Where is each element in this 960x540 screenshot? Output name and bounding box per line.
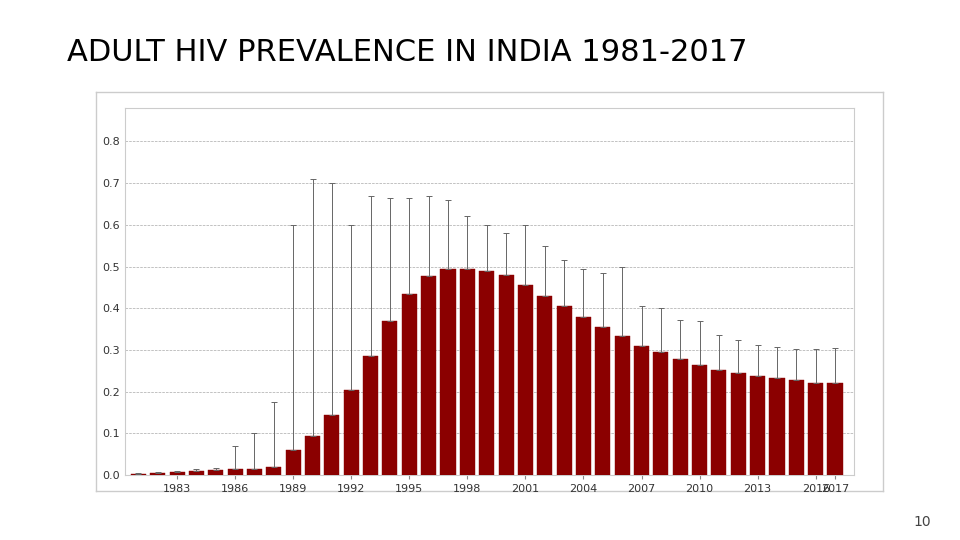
Bar: [538, 296, 552, 475]
Bar: [557, 306, 571, 475]
Bar: [517, 285, 533, 475]
Bar: [614, 336, 630, 475]
Text: 10: 10: [914, 515, 931, 529]
Bar: [634, 346, 649, 475]
Bar: [324, 415, 340, 475]
Bar: [382, 321, 397, 475]
Bar: [208, 470, 224, 475]
Bar: [460, 268, 475, 475]
Bar: [247, 469, 262, 475]
Bar: [595, 327, 611, 475]
Bar: [673, 359, 687, 475]
Bar: [170, 472, 184, 475]
Bar: [731, 373, 746, 475]
Text: ADULT HIV PREVALENCE IN INDIA 1981-2017: ADULT HIV PREVALENCE IN INDIA 1981-2017: [67, 38, 748, 67]
Bar: [692, 364, 708, 475]
Bar: [228, 469, 243, 475]
Bar: [576, 316, 591, 475]
Bar: [421, 276, 436, 475]
Bar: [266, 467, 281, 475]
Bar: [770, 379, 784, 475]
Bar: [305, 436, 320, 475]
Bar: [401, 294, 417, 475]
Bar: [789, 380, 804, 475]
Bar: [828, 383, 843, 475]
Bar: [150, 473, 165, 475]
Bar: [479, 271, 494, 475]
Bar: [750, 376, 765, 475]
Bar: [711, 370, 727, 475]
Bar: [363, 356, 378, 475]
Bar: [189, 471, 204, 475]
Bar: [654, 352, 668, 475]
Bar: [808, 382, 824, 475]
Bar: [286, 450, 300, 475]
Bar: [344, 390, 359, 475]
Bar: [498, 275, 514, 475]
Bar: [441, 268, 456, 475]
Bar: [131, 474, 146, 475]
